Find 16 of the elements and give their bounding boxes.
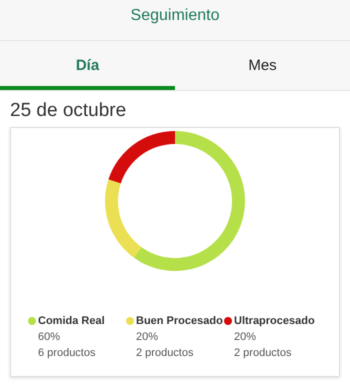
chart-subtitle: 25 de octubre: [10, 100, 126, 122]
chart-title: Seguimiento: [0, 0, 350, 41]
legend-label: Buen Procesado: [136, 314, 224, 329]
legend-label: Comida Real: [38, 314, 106, 329]
donut-slice: [108, 131, 175, 184]
text: 2 productos: [234, 346, 292, 361]
donut-slice: [105, 179, 142, 258]
data-label: 60%: [38, 330, 62, 345]
text: Día: [74, 56, 100, 76]
legend-label: Ultraprocesado: [234, 314, 316, 329]
donut-slice: [134, 131, 245, 271]
data-label: 20%: [136, 330, 160, 345]
text: 2 productos: [136, 346, 194, 361]
data-label: 20%: [234, 330, 258, 345]
text: 6 productos: [38, 346, 96, 361]
text: Mes: [247, 56, 278, 76]
